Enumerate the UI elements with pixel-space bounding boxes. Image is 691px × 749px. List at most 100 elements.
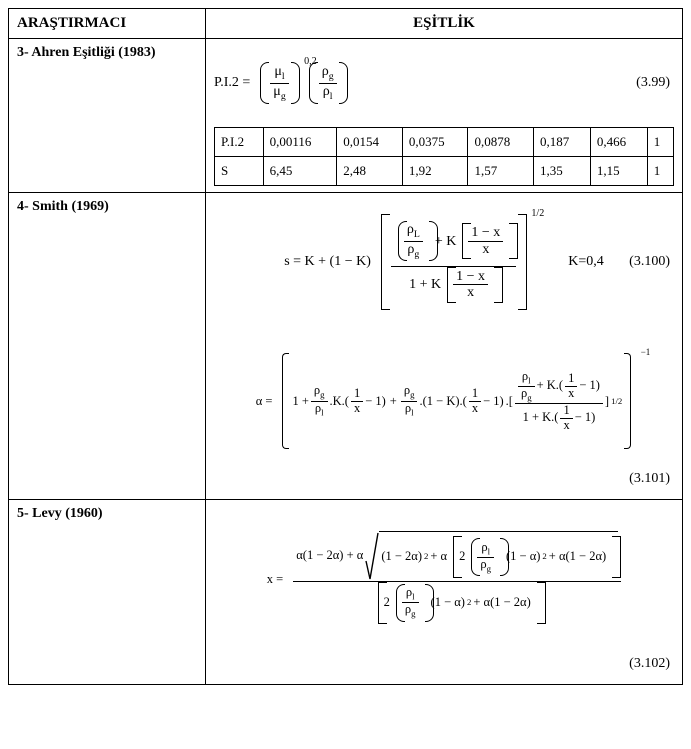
one-minus-x-2: 1 − x <box>453 269 488 285</box>
sq2: 2 <box>542 552 546 562</box>
cell: 0,0154 <box>337 128 403 157</box>
one-m2a: (1 − 2α) <box>381 550 422 564</box>
m1-4: − 1) <box>575 411 596 425</box>
one-4: 1 <box>560 404 572 419</box>
levy-label: 5- Levy (1960) <box>9 500 206 685</box>
mu-l: μ <box>274 64 282 79</box>
x-1: x <box>351 402 363 416</box>
rg-l2s: g <box>411 609 415 619</box>
exp-half: 1/2 <box>531 208 544 219</box>
rho-l-sub: l <box>330 90 333 101</box>
cell: 2,48 <box>337 157 403 186</box>
header-left: ARAŞTIRMACI <box>9 9 206 39</box>
pa1m2a-2: + α(1 − 2α) <box>473 596 530 610</box>
mu-g: μ <box>273 84 281 99</box>
levy-eqnum: (3.102) <box>214 656 670 672</box>
m1-1: − 1) <box>365 394 386 409</box>
one-plus-K: 1 + K <box>409 277 441 292</box>
rho-g-sub: g <box>329 71 334 82</box>
cell: 1,35 <box>534 157 591 186</box>
rho-g-s-sub: g <box>414 249 419 260</box>
one-plus: 1 + <box>292 394 308 409</box>
row-smith: 4- Smith (1969) s = K + (1 − K) <box>9 193 683 500</box>
cell: 6,45 <box>263 157 337 186</box>
rg3s: g <box>527 392 531 402</box>
plus-a-1: + α <box>430 550 447 564</box>
cell: 0,00116 <box>263 128 337 157</box>
dot-open: .[ <box>506 394 513 409</box>
m1-3: − 1) <box>579 379 600 393</box>
smith-eqnum-2: (3.101) <box>214 471 670 487</box>
one-1: 1 <box>351 387 363 402</box>
rl-l2s: l <box>412 592 414 602</box>
rg-l1s: g <box>487 563 491 573</box>
rho-L: ρ <box>407 222 414 237</box>
ahren-eqnum: (3.99) <box>636 75 670 91</box>
ahren-data-table: P.I.2 0,00116 0,0154 0,0375 0,0878 0,187… <box>214 127 674 186</box>
one-ma-2: (1 − α) <box>431 596 465 610</box>
levy-eq: x = α(1 − 2α) + α <box>214 514 674 644</box>
rl1s: l <box>321 407 323 417</box>
plusK2: + K.( <box>537 379 564 393</box>
ahren-eq: P.I.2 = μl μg <box>214 53 674 113</box>
row-ahren: 3- Ahren Eşitliği (1983) P.I.2 = μl <box>9 39 683 193</box>
sq3: 2 <box>467 598 471 608</box>
one-ma-1: (1 − α) <box>506 550 540 564</box>
rho-g: ρ <box>322 64 329 79</box>
rho-L-sub: L <box>414 229 420 240</box>
smith-eq-alpha: α = 1 + ρg ρl <box>214 341 674 461</box>
K-dot-1: .K.( <box>330 394 349 409</box>
cell: 1,15 <box>590 157 647 186</box>
one-plus-K2: 1 + K.( <box>523 411 559 425</box>
ahren-content: P.I.2 = μl μg <box>206 39 683 193</box>
cell: 0,466 <box>590 128 647 157</box>
cell: 1,57 <box>468 157 534 186</box>
x-3: x <box>565 387 577 401</box>
rg1s: g <box>320 390 324 400</box>
smith-eqnum-1: (3.100) <box>629 254 670 270</box>
x-4: x <box>560 419 572 433</box>
one-minus-x: 1 − x <box>468 225 503 241</box>
K-label: K=0,4 <box>568 254 604 270</box>
ahren-lhs: P.I.2 = <box>214 75 250 91</box>
one-3: 1 <box>565 372 577 387</box>
header-right: EŞİTLİK <box>206 9 683 39</box>
alpha-lhs: α = <box>256 394 273 409</box>
close-bracket: ] <box>605 394 609 409</box>
cell: 0,0878 <box>468 128 534 157</box>
x-den-2: x <box>453 285 488 300</box>
half-2: 1/2 <box>611 396 622 406</box>
header-row: ARAŞTIRMACI EŞİTLİK <box>9 9 683 39</box>
rho-l: ρ <box>323 84 330 99</box>
cell-s-label: S <box>215 157 264 186</box>
levy-content: x = α(1 − 2α) + α <box>206 500 683 685</box>
row-levy: 5- Levy (1960) x = α(1 − 2α) + α <box>9 500 683 685</box>
plus-K: + K <box>435 234 457 249</box>
table-row: P.I.2 0,00116 0,0154 0,0375 0,0878 0,187… <box>215 128 674 157</box>
one-2: 1 <box>469 387 481 402</box>
equations-table: ARAŞTIRMACI EŞİTLİK 3- Ahren Eşitliği (1… <box>8 8 683 685</box>
rg2s: g <box>410 390 414 400</box>
a-1m2a: α(1 − 2α) + α <box>296 549 363 563</box>
levy-lhs: x = <box>267 572 283 587</box>
smith-label: 4- Smith (1969) <box>9 193 206 500</box>
cell: 1,92 <box>402 157 468 186</box>
cell: 0,187 <box>534 128 591 157</box>
rl-l1s: l <box>488 546 490 556</box>
table-row: S 6,45 2,48 1,92 1,57 1,35 1,15 1 <box>215 157 674 186</box>
cell-pi2-label: P.I.2 <box>215 128 264 157</box>
cell: 1 <box>647 157 673 186</box>
cell: 1 <box>647 128 673 157</box>
mu-l-sub: l <box>282 71 285 82</box>
sq1: 2 <box>424 552 428 562</box>
rl3s: l <box>528 375 530 385</box>
smith-content: s = K + (1 − K) <box>206 193 683 500</box>
cell: 0,0375 <box>402 128 468 157</box>
exp-neg1: −1 <box>641 347 651 357</box>
x-den: x <box>468 242 503 257</box>
rl2s: l <box>411 407 413 417</box>
one-minus-K: .(1 − K).( <box>419 394 466 409</box>
smith-lhs: s = K + (1 − K) <box>284 254 371 270</box>
mu-g-sub: g <box>281 90 286 101</box>
smith-eq-s: s = K + (1 − K) <box>214 207 674 317</box>
